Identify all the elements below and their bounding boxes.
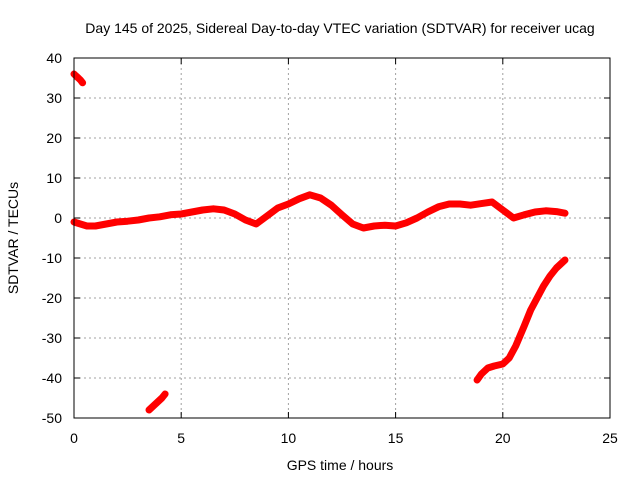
series-segment-early-low xyxy=(145,390,169,414)
y-axis-label: SDTVAR / TECUs xyxy=(5,182,21,294)
y-tick-label: 20 xyxy=(46,130,62,146)
x-tick-label: 20 xyxy=(495,430,511,446)
x-axis-ticks: 0 5 10 15 20 25 xyxy=(70,58,618,446)
series-layer xyxy=(70,70,569,414)
y-tick-label: -50 xyxy=(42,410,62,426)
series-segment-main xyxy=(70,191,569,232)
y-tick-label: -10 xyxy=(42,250,62,266)
x-tick-label: 5 xyxy=(177,430,185,446)
y-tick-label: -40 xyxy=(42,370,62,386)
plot-frame xyxy=(73,57,611,419)
chart-title: Day 145 of 2025, Sidereal Day-to-day VTE… xyxy=(85,20,594,36)
x-tick-label: 0 xyxy=(70,430,78,446)
series-segment-late-rise xyxy=(473,256,569,384)
y-tick-label: -30 xyxy=(42,330,62,346)
y-tick-label: 0 xyxy=(54,210,62,226)
grid-lines xyxy=(74,58,610,418)
x-axis-label: GPS time / hours xyxy=(287,457,394,473)
y-axis-ticks: -50 -40 -30 -20 -10 0 10 20 30 40 xyxy=(42,50,610,426)
y-tick-label: 30 xyxy=(46,90,62,106)
y-tick-label: -20 xyxy=(42,290,62,306)
x-tick-label: 15 xyxy=(388,430,404,446)
x-tick-label: 25 xyxy=(602,430,618,446)
x-tick-label: 10 xyxy=(281,430,297,446)
y-tick-label: 10 xyxy=(46,170,62,186)
series-segment-early-high xyxy=(70,70,87,87)
y-tick-label: 40 xyxy=(46,50,62,66)
